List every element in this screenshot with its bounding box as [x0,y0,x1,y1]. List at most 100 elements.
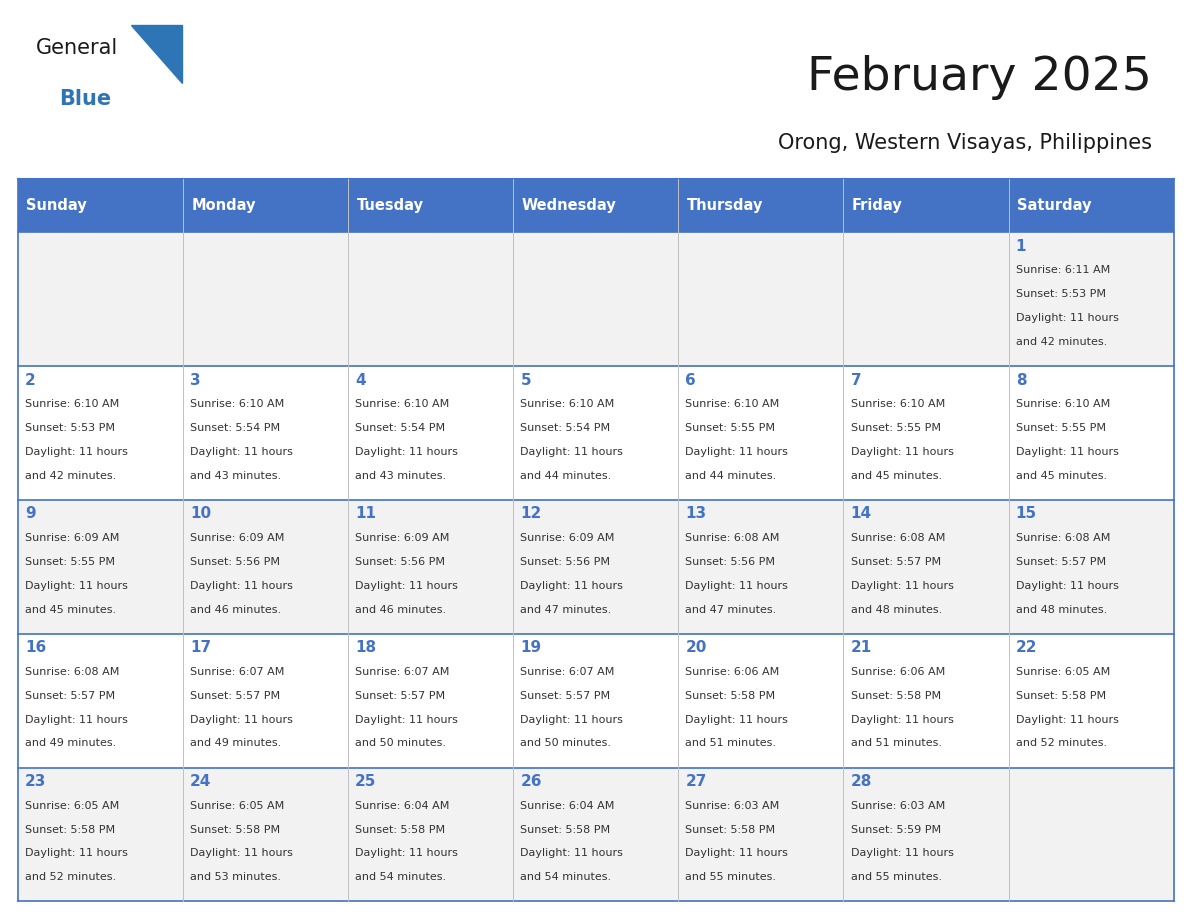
Text: Daylight: 11 hours: Daylight: 11 hours [25,714,128,724]
Text: Sunset: 5:55 PM: Sunset: 5:55 PM [851,423,941,433]
Text: and 52 minutes.: and 52 minutes. [25,872,116,882]
Text: Sunrise: 6:09 AM: Sunrise: 6:09 AM [355,533,449,543]
Text: Daylight: 11 hours: Daylight: 11 hours [355,447,459,457]
Text: Sunset: 5:57 PM: Sunset: 5:57 PM [355,690,446,700]
Text: 18: 18 [355,640,377,655]
Text: Sunset: 5:56 PM: Sunset: 5:56 PM [355,557,446,566]
Text: Sunrise: 6:07 AM: Sunrise: 6:07 AM [520,666,614,677]
Text: Daylight: 11 hours: Daylight: 11 hours [25,848,128,858]
Text: and 53 minutes.: and 53 minutes. [190,872,282,882]
Text: 1: 1 [1016,239,1026,253]
Text: and 49 minutes.: and 49 minutes. [25,738,116,748]
Text: Daylight: 11 hours: Daylight: 11 hours [1016,447,1119,457]
Text: Daylight: 11 hours: Daylight: 11 hours [25,447,128,457]
Text: Sunrise: 6:10 AM: Sunrise: 6:10 AM [1016,399,1110,409]
Text: Daylight: 11 hours: Daylight: 11 hours [355,714,459,724]
Text: 24: 24 [190,774,211,789]
Text: and 50 minutes.: and 50 minutes. [520,738,612,748]
Text: Orong, Western Visayas, Philippines: Orong, Western Visayas, Philippines [778,133,1152,153]
Text: Sunrise: 6:08 AM: Sunrise: 6:08 AM [25,666,119,677]
Text: Daylight: 11 hours: Daylight: 11 hours [25,581,128,590]
Text: Sunset: 5:56 PM: Sunset: 5:56 PM [520,557,611,566]
Text: Daylight: 11 hours: Daylight: 11 hours [685,714,789,724]
Text: Sunset: 5:58 PM: Sunset: 5:58 PM [190,824,280,834]
Text: Sunset: 5:54 PM: Sunset: 5:54 PM [355,423,446,433]
Text: and 47 minutes.: and 47 minutes. [520,605,612,614]
Text: Sunrise: 6:10 AM: Sunrise: 6:10 AM [355,399,449,409]
Text: Sunset: 5:58 PM: Sunset: 5:58 PM [685,824,776,834]
Text: Sunrise: 6:07 AM: Sunrise: 6:07 AM [355,666,449,677]
Text: Sunset: 5:57 PM: Sunset: 5:57 PM [190,690,280,700]
Text: Daylight: 11 hours: Daylight: 11 hours [355,581,459,590]
Text: Sunset: 5:58 PM: Sunset: 5:58 PM [25,824,115,834]
Text: and 55 minutes.: and 55 minutes. [851,872,942,882]
Text: and 44 minutes.: and 44 minutes. [520,471,612,481]
Text: Sunrise: 6:11 AM: Sunrise: 6:11 AM [1016,265,1110,275]
Text: Daylight: 11 hours: Daylight: 11 hours [1016,714,1119,724]
Text: 7: 7 [851,373,861,387]
Text: Sunrise: 6:07 AM: Sunrise: 6:07 AM [190,666,284,677]
Text: 14: 14 [851,507,872,521]
Text: Sunset: 5:58 PM: Sunset: 5:58 PM [851,690,941,700]
Text: Sunset: 5:57 PM: Sunset: 5:57 PM [520,690,611,700]
Text: Daylight: 11 hours: Daylight: 11 hours [685,447,789,457]
Text: Sunset: 5:56 PM: Sunset: 5:56 PM [685,557,776,566]
Text: Sunset: 5:55 PM: Sunset: 5:55 PM [25,557,115,566]
Text: February 2025: February 2025 [808,55,1152,100]
Text: Thursday: Thursday [687,198,763,213]
Text: Sunset: 5:53 PM: Sunset: 5:53 PM [25,423,115,433]
Text: General: General [36,38,118,58]
Text: and 48 minutes.: and 48 minutes. [1016,605,1107,614]
Text: Sunrise: 6:05 AM: Sunrise: 6:05 AM [25,800,119,811]
Text: Daylight: 11 hours: Daylight: 11 hours [190,581,293,590]
Text: Sunset: 5:54 PM: Sunset: 5:54 PM [190,423,280,433]
Text: Sunset: 5:58 PM: Sunset: 5:58 PM [685,690,776,700]
Text: 4: 4 [355,373,366,387]
Text: Sunrise: 6:08 AM: Sunrise: 6:08 AM [685,533,779,543]
Text: and 43 minutes.: and 43 minutes. [190,471,282,481]
Text: Sunset: 5:55 PM: Sunset: 5:55 PM [1016,423,1106,433]
Text: and 48 minutes.: and 48 minutes. [851,605,942,614]
Text: and 49 minutes.: and 49 minutes. [190,738,282,748]
Text: Sunday: Sunday [26,198,87,213]
Text: Daylight: 11 hours: Daylight: 11 hours [685,581,789,590]
Text: Sunset: 5:53 PM: Sunset: 5:53 PM [1016,289,1106,299]
Text: and 42 minutes.: and 42 minutes. [25,471,116,481]
Text: and 45 minutes.: and 45 minutes. [1016,471,1107,481]
Text: Sunrise: 6:04 AM: Sunrise: 6:04 AM [520,800,614,811]
Text: 15: 15 [1016,507,1037,521]
Text: 12: 12 [520,507,542,521]
Text: 21: 21 [851,640,872,655]
Text: Daylight: 11 hours: Daylight: 11 hours [520,581,624,590]
Text: and 47 minutes.: and 47 minutes. [685,605,777,614]
Text: Sunrise: 6:05 AM: Sunrise: 6:05 AM [1016,666,1110,677]
Text: Sunrise: 6:10 AM: Sunrise: 6:10 AM [685,399,779,409]
Text: Daylight: 11 hours: Daylight: 11 hours [520,714,624,724]
Text: Sunrise: 6:10 AM: Sunrise: 6:10 AM [190,399,284,409]
Text: Sunset: 5:57 PM: Sunset: 5:57 PM [1016,557,1106,566]
Text: Sunrise: 6:08 AM: Sunrise: 6:08 AM [851,533,944,543]
Text: and 46 minutes.: and 46 minutes. [355,605,447,614]
Text: 9: 9 [25,507,36,521]
Polygon shape [132,25,183,83]
Text: 11: 11 [355,507,377,521]
Text: Sunrise: 6:09 AM: Sunrise: 6:09 AM [190,533,284,543]
Text: Sunrise: 6:09 AM: Sunrise: 6:09 AM [520,533,614,543]
Text: and 43 minutes.: and 43 minutes. [355,471,447,481]
Text: 10: 10 [190,507,211,521]
Text: and 51 minutes.: and 51 minutes. [851,738,942,748]
Text: Daylight: 11 hours: Daylight: 11 hours [1016,313,1119,323]
Text: Tuesday: Tuesday [356,198,423,213]
Text: Friday: Friday [852,198,903,213]
Text: 23: 23 [25,774,46,789]
Text: Daylight: 11 hours: Daylight: 11 hours [685,848,789,858]
Text: Daylight: 11 hours: Daylight: 11 hours [520,848,624,858]
Text: Sunrise: 6:03 AM: Sunrise: 6:03 AM [685,800,779,811]
Text: 25: 25 [355,774,377,789]
Text: and 51 minutes.: and 51 minutes. [685,738,777,748]
Text: 3: 3 [190,373,201,387]
Text: Saturday: Saturday [1017,198,1092,213]
Text: 20: 20 [685,640,707,655]
Text: Sunset: 5:54 PM: Sunset: 5:54 PM [520,423,611,433]
Text: 8: 8 [1016,373,1026,387]
